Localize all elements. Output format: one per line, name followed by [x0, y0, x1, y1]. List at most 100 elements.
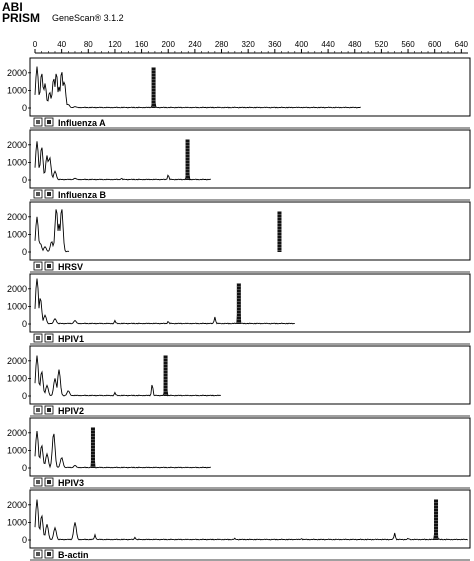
- page-icon[interactable]: [33, 477, 43, 487]
- trace-line: [34, 278, 295, 325]
- trace-line: [34, 209, 70, 253]
- panel-label: HRSV: [58, 262, 83, 272]
- panel-frame: [29, 273, 471, 333]
- x-tick-label: 480: [348, 40, 362, 49]
- x-tick-label: 200: [162, 40, 176, 49]
- y-tick-label: 2000: [7, 68, 27, 78]
- y-tick-label: 0: [22, 103, 27, 113]
- panel-7: 2000 1000 0 B-actin: [7, 489, 471, 561]
- y-tick-label: 1000: [7, 157, 27, 167]
- panel-label-row: HRSV: [30, 261, 470, 273]
- main-peak: [277, 211, 282, 252]
- y-tick-label: 2000: [7, 428, 27, 438]
- main-peak: [151, 67, 156, 108]
- grid-icon[interactable]: [44, 477, 54, 487]
- page-icon[interactable]: [33, 405, 43, 415]
- panel-label-row: Influenza A: [30, 117, 470, 129]
- y-tick-label: 0: [22, 319, 27, 329]
- page-icon[interactable]: [33, 117, 43, 127]
- y-tick-label: 0: [22, 391, 27, 401]
- main-peak: [90, 427, 95, 468]
- y-tick-label: 1000: [7, 445, 27, 455]
- y-tick-label: 1000: [7, 517, 27, 527]
- panel-label: B-actin: [58, 550, 89, 560]
- panel-label: HPIV2: [58, 406, 84, 416]
- page-icon[interactable]: [33, 189, 43, 199]
- x-tick-label: 160: [135, 40, 149, 49]
- main-peak: [185, 139, 190, 180]
- panels: 2000 1000 0 Influenza A 2000 1000 0 Influenza B…: [7, 57, 471, 561]
- x-tick-label: 640: [455, 40, 469, 49]
- panel-frame: [29, 345, 471, 405]
- trace-line: [34, 66, 361, 109]
- x-tick-label: 360: [268, 40, 282, 49]
- page-icon[interactable]: [33, 261, 43, 271]
- trace-line: [34, 499, 468, 541]
- y-tick-label: 2000: [7, 284, 27, 294]
- grid-icon[interactable]: [44, 405, 54, 415]
- main-peak: [236, 283, 241, 324]
- grid-icon[interactable]: [44, 333, 54, 343]
- trace-line: [34, 355, 222, 397]
- page-icon[interactable]: [33, 333, 43, 343]
- x-tick-label: 400: [295, 40, 309, 49]
- grid-icon[interactable]: [44, 261, 54, 271]
- panel-label-row: HPIV1: [30, 333, 470, 345]
- y-tick-label: 2000: [7, 500, 27, 510]
- panel-label: HPIV1: [58, 334, 84, 344]
- page-icon[interactable]: [33, 549, 43, 559]
- panel-5: 2000 1000 0 HPIV2: [7, 345, 471, 417]
- x-tick-label: 120: [108, 40, 122, 49]
- panel-4: 2000 1000 0 HPIV1: [7, 273, 471, 345]
- panel-label-row: B-actin: [30, 549, 470, 561]
- panel-label: Influenza A: [58, 118, 106, 128]
- y-tick-label: 0: [22, 535, 27, 545]
- grid-icon[interactable]: [44, 189, 54, 199]
- grid-icon[interactable]: [44, 549, 54, 559]
- panel-frame: [29, 201, 471, 261]
- x-tick-label: 560: [401, 40, 415, 49]
- panel-label-row: Influenza B: [30, 189, 470, 201]
- y-tick-label: 1000: [7, 373, 27, 383]
- main-peak: [163, 355, 168, 396]
- grid-icon[interactable]: [44, 117, 54, 127]
- x-tick-label: 240: [188, 40, 202, 49]
- app-title: GeneScan® 3.1.2: [52, 13, 124, 23]
- panel-label: Influenza B: [58, 190, 107, 200]
- panel-frame: [29, 489, 471, 549]
- y-tick-label: 1000: [7, 301, 27, 311]
- y-tick-label: 1000: [7, 85, 27, 95]
- panel-label: HPIV3: [58, 478, 84, 488]
- y-tick-label: 0: [22, 247, 27, 257]
- logo-line2: PRISM: [2, 11, 41, 25]
- x-tick-label: 0: [33, 40, 38, 49]
- y-tick-label: 2000: [7, 212, 27, 222]
- panel-frame: [29, 57, 471, 117]
- panel-3: 2000 1000 0 HRSV: [7, 201, 471, 273]
- y-tick-label: 2000: [7, 140, 27, 150]
- trace-line: [34, 429, 211, 469]
- panel-2: 2000 1000 0 Influenza B: [7, 129, 471, 201]
- panel-label-row: HPIV2: [30, 405, 470, 417]
- y-tick-label: 0: [22, 463, 27, 473]
- x-tick-label: 440: [321, 40, 335, 49]
- panel-label-row: HPIV3: [30, 477, 470, 489]
- x-tick-label: 80: [84, 40, 93, 49]
- main-peak: [434, 499, 439, 540]
- x-tick-label: 600: [428, 40, 442, 49]
- panel-frame: [29, 417, 471, 477]
- x-tick-label: 320: [241, 40, 255, 49]
- panel-6: 2000 1000 0 HPIV3: [7, 417, 471, 489]
- x-tick-label: 520: [375, 40, 389, 49]
- logo-line1: ABI: [2, 0, 23, 14]
- y-tick-label: 2000: [7, 356, 27, 366]
- x-tick-label: 280: [215, 40, 229, 49]
- y-tick-label: 1000: [7, 229, 27, 239]
- panel-frame: [29, 129, 471, 189]
- x-axis-top: 0 40 80 120 160 200 240 280 320 360 400 440 480 520 56…: [33, 40, 469, 54]
- trace-line: [34, 141, 211, 181]
- x-tick-label: 40: [57, 40, 66, 49]
- abi-prism-logo: ABI PRISM: [2, 0, 46, 30]
- panel-1: 2000 1000 0 Influenza A: [7, 57, 471, 129]
